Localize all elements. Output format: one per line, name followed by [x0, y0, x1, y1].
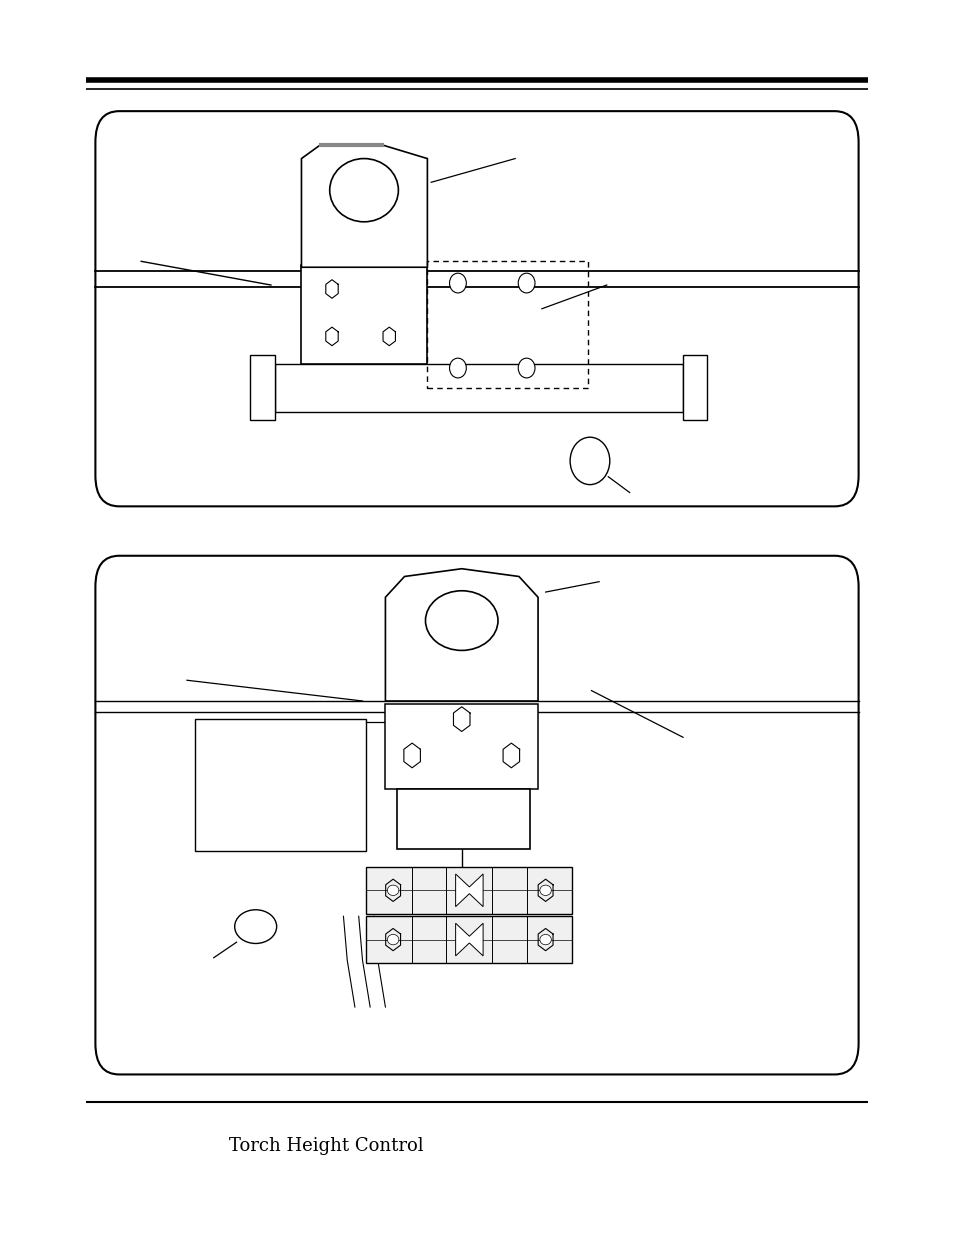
Bar: [385, 704, 537, 789]
Ellipse shape: [449, 358, 466, 378]
Ellipse shape: [449, 273, 466, 293]
Bar: [366, 867, 572, 914]
Ellipse shape: [234, 910, 276, 944]
FancyBboxPatch shape: [95, 111, 858, 506]
Ellipse shape: [517, 273, 535, 293]
FancyBboxPatch shape: [95, 556, 858, 1074]
Ellipse shape: [570, 437, 609, 484]
Bar: [194, 719, 366, 851]
Text: Torch Height Control: Torch Height Control: [229, 1137, 423, 1155]
Bar: [250, 356, 274, 420]
Bar: [396, 789, 530, 848]
Ellipse shape: [425, 590, 497, 651]
Ellipse shape: [387, 935, 398, 945]
Polygon shape: [456, 874, 482, 906]
Ellipse shape: [387, 885, 398, 895]
Bar: [274, 364, 682, 411]
Ellipse shape: [539, 935, 551, 945]
Bar: [427, 262, 587, 388]
Polygon shape: [456, 924, 482, 956]
Bar: [682, 356, 707, 420]
Ellipse shape: [517, 358, 535, 378]
Ellipse shape: [330, 158, 398, 222]
Polygon shape: [301, 144, 427, 267]
Bar: [301, 266, 427, 364]
Polygon shape: [385, 568, 537, 701]
Ellipse shape: [539, 885, 551, 895]
Bar: [366, 916, 572, 963]
